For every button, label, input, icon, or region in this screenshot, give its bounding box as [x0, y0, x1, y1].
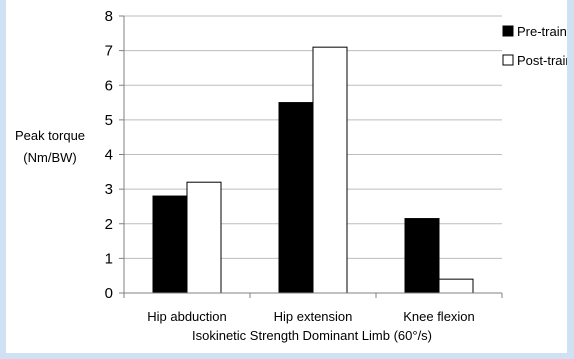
- bars: [152, 46, 474, 294]
- x-axis-label: Isokinetic Strength Dominant Limb (60°/s…: [192, 328, 432, 343]
- x-tick-label: Knee flexion: [403, 309, 475, 324]
- axes: [119, 15, 503, 298]
- y-tick-label: 2: [105, 216, 113, 233]
- y-axis-label-line-1: Peak torque: [15, 128, 85, 143]
- x-tick-labels: Hip abduction Hip extension Knee flexion: [147, 309, 475, 324]
- y-tick-label: 4: [105, 147, 113, 164]
- y-tick-labels: 0 1 2 3 4 5 6 7 8: [105, 8, 113, 302]
- y-tick-label: 6: [105, 77, 113, 94]
- y-tick-label: 7: [105, 43, 113, 60]
- bar-post-train-hip-abduction: [186, 181, 222, 294]
- legend-label-post-train: Post-train: [517, 53, 567, 68]
- x-tick-label: Hip extension: [274, 309, 353, 324]
- legend-label-pre-train: Pre-train: [517, 24, 567, 39]
- peak-torque-bar-chart: 0 1 2 3 4 5 6 7 8 Hip abduction Hip extension Knee…: [15, 8, 573, 343]
- x-tick-label: Hip abduction: [147, 309, 227, 324]
- y-tick-label: 5: [105, 112, 113, 129]
- legend-swatch-post-train: [502, 54, 514, 66]
- bar-post-train-knee-flexion: [438, 278, 474, 294]
- bar-post-train-hip-extension: [312, 46, 348, 294]
- y-tick-label: 0: [105, 285, 113, 302]
- y-tick-label: 8: [105, 8, 113, 25]
- y-tick-label: 3: [105, 181, 113, 198]
- legend-swatch-pre-train: [502, 25, 514, 37]
- legend: Pre-train Post-train: [502, 24, 573, 68]
- bar-pre-train-hip-abduction: [152, 195, 188, 294]
- bar-pre-train-knee-flexion: [404, 218, 440, 294]
- y-axis-label-line-2: (Nm/BW): [23, 150, 76, 165]
- y-tick-label: 1: [105, 250, 113, 267]
- bar-pre-train-hip-extension: [278, 102, 314, 294]
- chart-panel: 0 1 2 3 4 5 6 7 8 Hip abduction Hip extension Knee…: [6, 0, 573, 353]
